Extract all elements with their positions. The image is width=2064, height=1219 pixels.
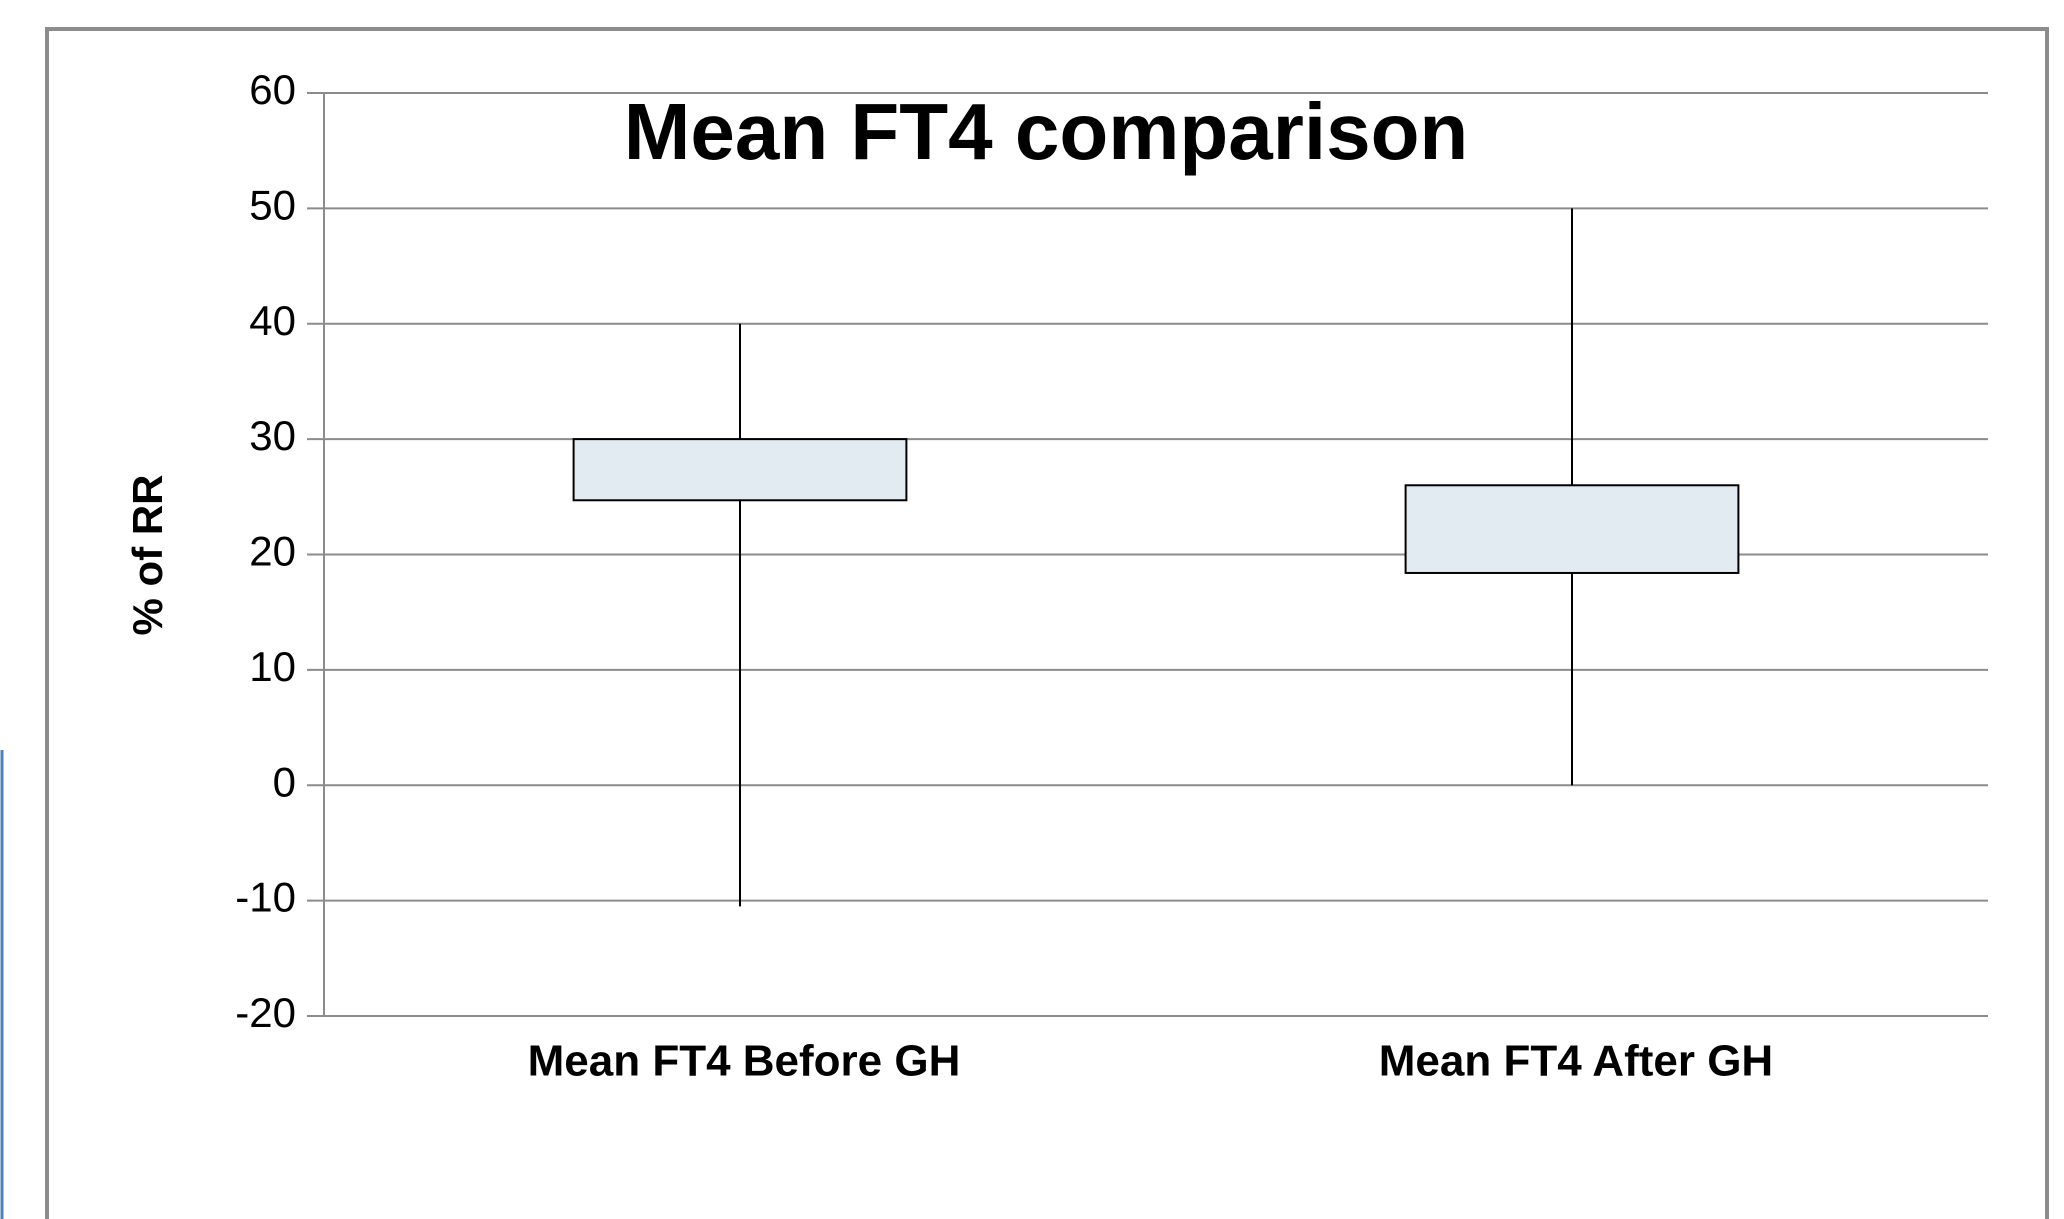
box [1404, 484, 1740, 574]
chart-frame [45, 27, 2049, 1219]
y-tick-label: 20 [249, 528, 296, 575]
y-tick-label: 40 [249, 297, 296, 344]
y-tick-label: 50 [249, 181, 296, 228]
x-tick-label: Mean FT4 After GH [1379, 1037, 1773, 1086]
y-tick-label: 30 [249, 412, 296, 459]
x-tick-label: Mean FT4 Before GH [528, 1037, 961, 1086]
y-tick-label: 0 [273, 758, 296, 805]
y-tick-label: 10 [249, 643, 296, 690]
y-tick-label: 60 [249, 66, 296, 113]
y-tick-label: -10 [235, 874, 296, 921]
box [572, 438, 908, 502]
chart-title: Mean FT4 comparison [624, 87, 1469, 176]
y-tick-label: -20 [235, 989, 296, 1036]
y-axis-label: % of RR [124, 475, 171, 636]
